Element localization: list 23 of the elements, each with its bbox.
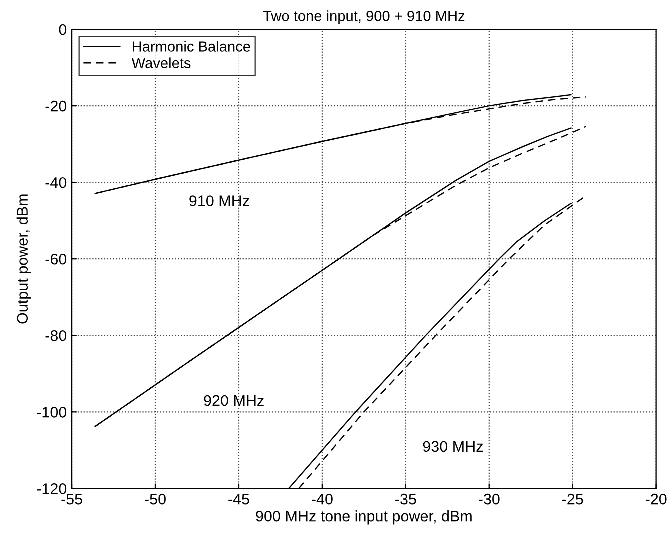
- y-tick-label: -40: [46, 177, 67, 188]
- chart-title: Two tone input, 900 + 910 MHz: [263, 10, 465, 24]
- legend-label: Harmonic Balance: [133, 41, 250, 52]
- x-tick-label: -55: [62, 494, 82, 505]
- x-tick-label: -25: [562, 494, 584, 505]
- y-tick-label: -80: [46, 330, 67, 342]
- x-tick-label: -35: [396, 494, 416, 505]
- y-tick-label: 0: [59, 24, 67, 36]
- x-tick-label: -30: [479, 494, 500, 505]
- annotation: 920 MHz: [204, 395, 264, 406]
- x-tick-label: -45: [228, 494, 250, 505]
- annotation: 910 MHz: [190, 196, 250, 206]
- y-axis-title: Output power, dBm: [16, 194, 32, 324]
- x-tick-label: -50: [145, 494, 166, 505]
- x-tick-label: -20: [646, 494, 667, 505]
- x-axis-title: 900 MHz tone input power, dBm: [256, 510, 472, 525]
- y-tick-label: -100: [37, 407, 67, 418]
- legend-label: Wavelets: [132, 58, 191, 68]
- y-tick-label: -120: [37, 484, 67, 494]
- y-tick-label: -20: [46, 100, 67, 112]
- x-tick-label: -40: [312, 494, 333, 505]
- y-tick-label: -60: [46, 254, 67, 265]
- annotation: 930 MHz: [423, 441, 483, 452]
